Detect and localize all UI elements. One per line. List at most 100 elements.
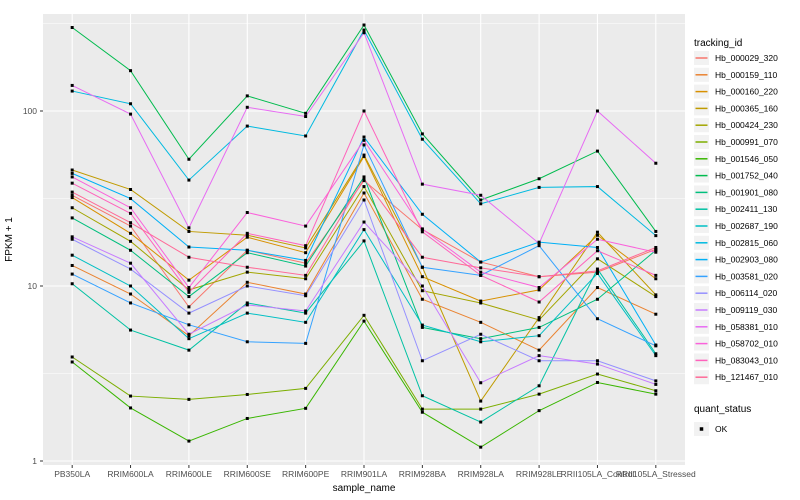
data-point [595, 233, 599, 237]
data-point [654, 229, 658, 233]
legend-item-Hb_000365_160: Hb_000365_160 [694, 101, 778, 116]
data-point [245, 284, 249, 288]
data-point [187, 157, 191, 161]
x-tick-label: RRIM928BA [399, 469, 447, 479]
data-point [362, 138, 366, 142]
legend-label: Hb_003581_020 [715, 271, 778, 281]
data-point [420, 297, 424, 301]
data-point [479, 407, 483, 411]
data-point [595, 245, 599, 249]
data-point [420, 137, 424, 141]
data-point [304, 273, 308, 277]
data-point [595, 297, 599, 301]
data-point [537, 384, 541, 388]
legend-label: Hb_002815_060 [715, 238, 778, 248]
data-point [129, 261, 133, 265]
x-tick-label: RRII105LA_Control [561, 469, 635, 479]
data-point [304, 264, 308, 268]
data-point [245, 231, 249, 235]
x-tick-label: RRIM600LE [166, 469, 213, 479]
data-point [420, 255, 424, 259]
x-tick-label: RRIM928LE [516, 469, 563, 479]
data-point [129, 197, 133, 201]
legend-item-Hb_002687_190: Hb_002687_190 [694, 219, 778, 233]
data-point [362, 31, 366, 35]
data-point [479, 198, 483, 202]
data-point [187, 178, 191, 182]
data-point [537, 244, 541, 248]
data-point [595, 269, 599, 273]
data-point [70, 181, 74, 185]
data-point [595, 237, 599, 241]
x-tick-label: RRIM600PE [282, 469, 330, 479]
data-point [70, 171, 74, 175]
data-point [304, 246, 308, 250]
data-point [245, 270, 249, 274]
data-point [537, 409, 541, 413]
data-point [187, 286, 191, 290]
legend-item-Hb_002411_130: Hb_002411_130 [694, 202, 778, 217]
data-point [362, 109, 366, 113]
data-point [304, 309, 308, 313]
data-point [304, 224, 308, 228]
legend-label: Hb_002687_190 [715, 221, 778, 231]
data-point [362, 313, 366, 317]
data-point [420, 284, 424, 288]
data-point [304, 294, 308, 298]
data-point [479, 340, 483, 344]
data-point [654, 277, 658, 281]
legend-label: Hb_000424_230 [715, 120, 778, 130]
data-point [420, 132, 424, 136]
data-point [595, 230, 599, 234]
data-point [129, 112, 133, 116]
data-point [595, 267, 599, 271]
data-point [420, 359, 424, 363]
data-point [479, 301, 483, 305]
data-point [304, 311, 308, 315]
data-point [70, 216, 74, 220]
data-point [479, 260, 483, 264]
data-point [70, 89, 74, 93]
legend-label: Hb_001901_080 [715, 187, 778, 197]
x-tick-label: RRIM928LA [458, 469, 505, 479]
data-point [537, 325, 541, 329]
data-point [537, 392, 541, 396]
data-point [245, 301, 249, 305]
data-point [187, 397, 191, 401]
data-point [595, 380, 599, 384]
data-point [70, 83, 74, 87]
data-point [537, 241, 541, 245]
data-point [654, 295, 658, 299]
data-point [187, 439, 191, 443]
data-point [187, 295, 191, 299]
data-point [129, 211, 133, 215]
data-point [595, 286, 599, 290]
data-point [187, 245, 191, 249]
data-point [70, 360, 74, 364]
legend-item-Hb_083043_010: Hb_083043_010 [694, 353, 778, 368]
legend-item-Hb_000424_230: Hb_000424_230 [694, 118, 778, 133]
data-point [595, 271, 599, 275]
data-point [245, 233, 249, 237]
data-point [129, 221, 133, 225]
data-point [595, 359, 599, 363]
data-point [479, 320, 483, 324]
legend-label: Hb_058381_010 [715, 322, 778, 332]
data-point [362, 220, 366, 224]
legend-label: Hb_083043_010 [715, 355, 778, 365]
data-point [537, 288, 541, 292]
data-point [654, 245, 658, 249]
x-tick-label: RRIM600SE [224, 469, 272, 479]
data-point [245, 94, 249, 98]
data-point [479, 332, 483, 336]
data-point [129, 301, 133, 305]
data-point [420, 410, 424, 414]
data-point [304, 320, 308, 324]
legend-item-Hb_000160_220: Hb_000160_220 [694, 84, 778, 99]
data-point [537, 185, 541, 189]
legend-item-Hb_121467_010: Hb_121467_010 [694, 370, 778, 385]
data-point [537, 275, 541, 279]
legend-label: Hb_058702_010 [715, 339, 778, 349]
legend-key-point [699, 427, 704, 431]
data-point [654, 312, 658, 316]
